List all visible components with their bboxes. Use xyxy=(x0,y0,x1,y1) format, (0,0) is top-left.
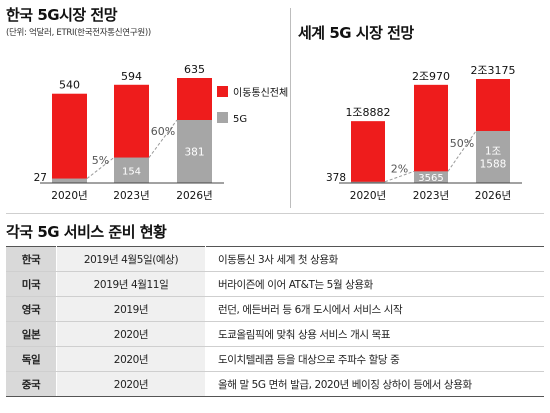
legend-label: 이동통신전체 xyxy=(233,87,288,99)
table-row: 일본 2020년 도쿄올림픽에 맞춰 상용 서비스 개시 목표 xyxy=(6,321,544,347)
category-label: 2020년 xyxy=(51,190,87,202)
chart-divider xyxy=(290,8,291,208)
total-value-label: 2조3175 xyxy=(470,64,515,77)
growth-connector xyxy=(148,119,178,158)
category-label: 2023년 xyxy=(113,190,149,202)
korea-chart-title: 한국 5G시장 전망 xyxy=(6,6,118,24)
growth-connector xyxy=(384,170,415,183)
category-label: 2023년 xyxy=(413,190,449,202)
total-value-label: 635 xyxy=(184,63,205,76)
category-label: 2026년 xyxy=(176,190,212,202)
legend-swatch xyxy=(217,86,228,97)
table-row: 영국 2019년 런던, 에든버러 등 6개 도시에서 서비스 시작 xyxy=(6,296,544,322)
date-cell: 2020년 xyxy=(56,321,206,347)
share-5g-value-label: 1조 xyxy=(485,145,502,157)
description-cell: 런던, 에든버러 등 6개 도시에서 서비스 시작 xyxy=(205,296,544,322)
bar-total xyxy=(351,121,385,183)
share-5g-value-label: 27 xyxy=(34,172,47,184)
table-row: 한국 2019년 4월5일(예상) 이동통신 3사 세계 첫 상용화 xyxy=(6,246,544,272)
world-chart-title: 세계 5G 시장 전망 xyxy=(298,24,414,42)
description-cell: 도쿄올림픽에 맞춰 상용 서비스 개시 목표 xyxy=(205,321,544,347)
country-cell: 일본 xyxy=(6,321,57,347)
korea-chart-subtitle: (단위: 억달러, ETRI(한국전자통신연구원)) xyxy=(6,28,151,38)
description-cell: 버라이즌에 이어 AT&T는 5월 상용화 xyxy=(205,271,544,297)
share-5g-value-label: 3565 xyxy=(418,173,443,184)
services-title: 각국 5G 서비스 준비 현황 xyxy=(6,223,167,241)
description-cell: 이동통신 3사 세계 첫 상용화 xyxy=(205,246,544,272)
description-cell: 도이치텔레콤 등을 대상으로 주파수 할당 중 xyxy=(205,346,544,372)
category-label: 2020년 xyxy=(350,190,386,202)
table-row: 중국 2020년 올해 말 5G 면허 발급, 2020년 베이징 상하이 등에… xyxy=(6,371,544,397)
date-cell: 2019년 4월5일(예상) xyxy=(56,246,206,272)
total-value-label: 540 xyxy=(59,79,80,92)
share-5g-value-label: 378 xyxy=(326,172,346,184)
date-cell: 2019년 4월11일 xyxy=(56,271,206,297)
table-row: 미국 2019년 4월11일 버라이즌에 이어 AT&T는 5월 상용화 xyxy=(6,271,544,297)
legend-label: 5G xyxy=(233,114,247,125)
legend-swatch xyxy=(217,112,228,123)
bar-5g xyxy=(476,130,510,183)
table-row: 독일 2020년 도이치텔레콤 등을 대상으로 주파수 할당 중 xyxy=(6,346,544,372)
growth-connector xyxy=(447,130,477,172)
date-cell: 2019년 xyxy=(56,296,206,322)
total-value-label: 1조8882 xyxy=(345,106,390,119)
country-cell: 독일 xyxy=(6,346,57,372)
share-5g-value-label: 381 xyxy=(184,147,204,159)
bar-5g xyxy=(52,178,87,183)
bar-total xyxy=(52,93,87,183)
country-cell: 영국 xyxy=(6,296,57,322)
services-table: 한국 2019년 4월5일(예상) 이동통신 3사 세계 첫 상용화 미국 20… xyxy=(6,246,544,397)
total-value-label: 2조970 xyxy=(412,70,450,83)
share-percent-label: 50% xyxy=(450,137,474,150)
total-value-label: 594 xyxy=(121,70,142,83)
bar-5g xyxy=(351,181,385,183)
bar-5g xyxy=(414,171,448,183)
section-divider xyxy=(6,213,544,214)
bar-5g xyxy=(114,157,149,183)
share-percent-label: 5% xyxy=(92,154,109,167)
share-5g-value-label: 154 xyxy=(122,166,141,177)
bar-total xyxy=(414,84,448,183)
description-cell: 올해 말 5G 면허 발급, 2020년 베이징 상하이 등에서 상용화 xyxy=(205,371,544,397)
share-5g-value-label: 1588 xyxy=(480,158,507,170)
share-percent-label: 2% xyxy=(391,163,408,176)
category-label: 2026년 xyxy=(475,190,511,202)
korea-5g-chart: 540 27 2020년 594 154 2023년 635 381 2026년 5% 60% 이동통… xyxy=(34,63,289,202)
date-cell: 2020년 xyxy=(56,371,206,397)
date-cell: 2020년 xyxy=(56,346,206,372)
world-5g-chart: 1조8882 378 2020년 2조970 3565 2023년 2조3175 1조1588… xyxy=(326,64,522,202)
country-cell: 한국 xyxy=(6,246,57,272)
share-percent-label: 60% xyxy=(151,125,175,138)
country-cell: 미국 xyxy=(6,271,57,297)
country-cell: 중국 xyxy=(6,371,57,397)
bar-5g xyxy=(177,120,212,183)
growth-connector xyxy=(86,157,115,179)
